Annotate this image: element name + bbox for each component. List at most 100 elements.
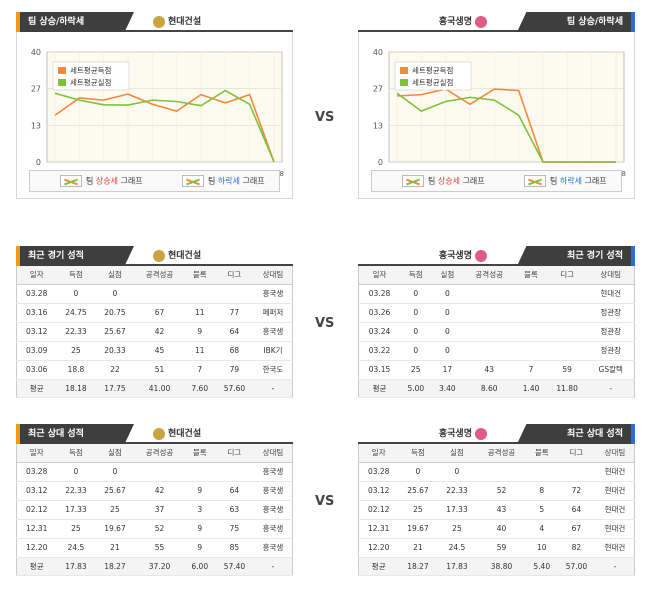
average-cell: 평균 [16, 556, 57, 576]
table-cell: 03.12 [358, 481, 399, 501]
table-cell: 정관장 [587, 303, 635, 323]
table-cell: 0 [56, 462, 96, 482]
average-cell: 57.60 [214, 378, 254, 398]
table-cell: 25 [56, 341, 96, 361]
table-row[interactable]: 03.15 25 17 43 7 59 GS칼텍 [358, 360, 635, 380]
team-name-right: 흥국생명 [439, 14, 487, 28]
table-cell: 79 [214, 360, 254, 380]
table-row[interactable]: 03.12 25.67 22.33 52 8 72 현대건 [358, 481, 635, 501]
average-cell: 57.00 [556, 556, 596, 576]
footer-down-label: 하락세 [559, 176, 583, 186]
footer-up-right[interactable]: 팀 상승세 그래프 [402, 175, 485, 187]
table-row[interactable]: 03.26 0 0 정관장 [358, 303, 635, 323]
footer-up-left[interactable]: 팀 상승세 그래프 [60, 175, 143, 187]
column-header: 블록 [515, 266, 547, 285]
table-cell: 20.75 [95, 303, 135, 323]
table-cell [515, 341, 547, 361]
table-cell [546, 322, 588, 342]
table-cell: 0 [431, 284, 464, 304]
table-cell: 9 [184, 538, 215, 558]
h2h-header-right: 최근 상대 성적 흥국생명 [358, 422, 635, 444]
table-cell: 17.33 [56, 500, 96, 520]
table-cell: 24.5 [437, 538, 477, 558]
table-cell: 20.33 [95, 341, 135, 361]
average-cell: - [253, 378, 293, 398]
table-row[interactable]: 03.28 0 0 현대건 [358, 284, 635, 304]
table-cell [463, 341, 516, 361]
tab-h2h-right[interactable]: 최근 상대 성적 [517, 424, 635, 444]
table-row[interactable]: 03.12 22.33 25.67 42 9 64 흥국생 [16, 322, 293, 342]
table-cell: 03.16 [16, 303, 57, 323]
table-cell: 72 [556, 481, 596, 501]
table-row[interactable]: 03.09 25 20.33 45 11 68 IBK기 [16, 341, 293, 361]
table-row[interactable]: 02.12 17.33 25 37 3 63 흥국생 [16, 500, 293, 520]
tab-trend-left[interactable]: 팀 상승/하락세 [16, 12, 134, 32]
table-cell [546, 303, 588, 323]
trend-header-left: 팀 상승/하락세 현대건설 [16, 10, 293, 32]
table-cell: 현대건 [595, 500, 635, 520]
average-cell: 8.60 [463, 378, 516, 398]
tab-recent-left[interactable]: 최근 경기 성적 [16, 246, 134, 266]
table-row[interactable]: 03.28 0 0 흥국생 [16, 462, 293, 482]
footer-prefix: 팀 [428, 176, 436, 186]
average-cell: 7.60 [184, 378, 215, 398]
table-cell: 03.28 [16, 284, 57, 304]
series-line [54, 93, 275, 163]
table-cell [556, 462, 596, 482]
heungkuk-emblem-icon [475, 427, 487, 440]
table-row[interactable]: 03.22 0 0 정관장 [358, 341, 635, 361]
average-cell: - [587, 378, 635, 398]
table-row[interactable]: 03.28 0 0 흥국생 [16, 284, 293, 304]
average-cell: 41.00 [134, 378, 185, 398]
team-label-left: 현대건설 [168, 17, 202, 27]
table-row[interactable]: 02.12 25 17.33 43 5 64 현대건 [358, 500, 635, 520]
table-row[interactable]: 12.20 21 24.5 59 10 82 현대건 [358, 538, 635, 558]
table-row[interactable]: 03.24 0 0 정관장 [358, 322, 635, 342]
table-cell [184, 462, 215, 482]
table-row[interactable]: 03.12 22.33 25.67 42 9 64 흥국생 [16, 481, 293, 501]
table-row[interactable]: 03.28 0 0 현대건 [358, 462, 635, 482]
tab-trend-right[interactable]: 팀 상승/하락세 [517, 12, 635, 32]
recent-panel-left: 최근 경기 성적 현대건설 일자 득점 실점 공격성공 블록 디그 상대팀 03.28 0 0 흥국… [16, 244, 293, 398]
table-cell: 03.06 [16, 360, 57, 380]
table-row[interactable]: 12.20 24.5 21 55 9 85 흥국생 [16, 538, 293, 558]
trend-panel-right: 팀 상승/하락세 흥국생명 402713002.2403.0103.0503.0… [358, 10, 635, 199]
footer-suffix: 그래프 [242, 176, 265, 186]
table-row[interactable]: 03.16 24.75 20.75 67 11 77 페퍼저 [16, 303, 293, 323]
tab-recent-right[interactable]: 최근 경기 성적 [517, 246, 635, 266]
h2h-panel-right: 최근 상대 성적 흥국생명 일자 득점 실점 공격성공 블록 디그 상대팀 03.28 0 0 현대… [358, 422, 635, 576]
table-cell: 03.28 [358, 284, 401, 304]
table-cell: 42 [134, 322, 185, 342]
h2h-table-left: 일자 득점 실점 공격성공 블록 디그 상대팀 03.28 0 0 흥국생 03.12 22.33 25.… [16, 444, 293, 576]
table-cell: 9 [184, 322, 215, 342]
table-cell: 현대건 [595, 519, 635, 539]
table-cell: 02.12 [16, 500, 57, 520]
table-row[interactable]: 12.31 25 19.67 52 9 75 흥국생 [16, 519, 293, 539]
table-cell: 8 [526, 481, 557, 501]
table-cell: 한국도 [253, 360, 293, 380]
table-row[interactable]: 03.06 18.8 22 51 7 79 한국도 [16, 360, 293, 380]
tab-h2h-left[interactable]: 최근 상대 성적 [16, 424, 134, 444]
table-cell: 45 [134, 341, 185, 361]
legend-label: 세트평균실점 [70, 77, 111, 87]
table-cell: 03.15 [358, 360, 401, 380]
legend-label: 세트평균득점 [412, 65, 453, 75]
hyundai-emblem-icon [153, 15, 165, 28]
trend-chart-left: 402713002.1202.1702.2202.2803.0203.0603.… [16, 32, 293, 199]
average-cell: 5.40 [526, 556, 557, 576]
table-cell: 11 [184, 341, 215, 361]
table-cell: 0 [431, 303, 464, 323]
table-row[interactable]: 12.31 19.67 25 40 4 67 현대건 [358, 519, 635, 539]
footer-down-left[interactable]: 팀 하락세 그래프 [182, 175, 265, 187]
y-tick-label: 27 [31, 85, 41, 94]
table-cell: 5 [526, 500, 557, 520]
table-cell: 51 [134, 360, 185, 380]
table-cell: 3 [184, 500, 215, 520]
footer-down-right[interactable]: 팀 하락세 그래프 [524, 175, 607, 187]
legend-swatch [400, 67, 408, 74]
series-line [54, 89, 275, 163]
table-cell: 67 [134, 303, 185, 323]
table-cell [515, 284, 547, 304]
